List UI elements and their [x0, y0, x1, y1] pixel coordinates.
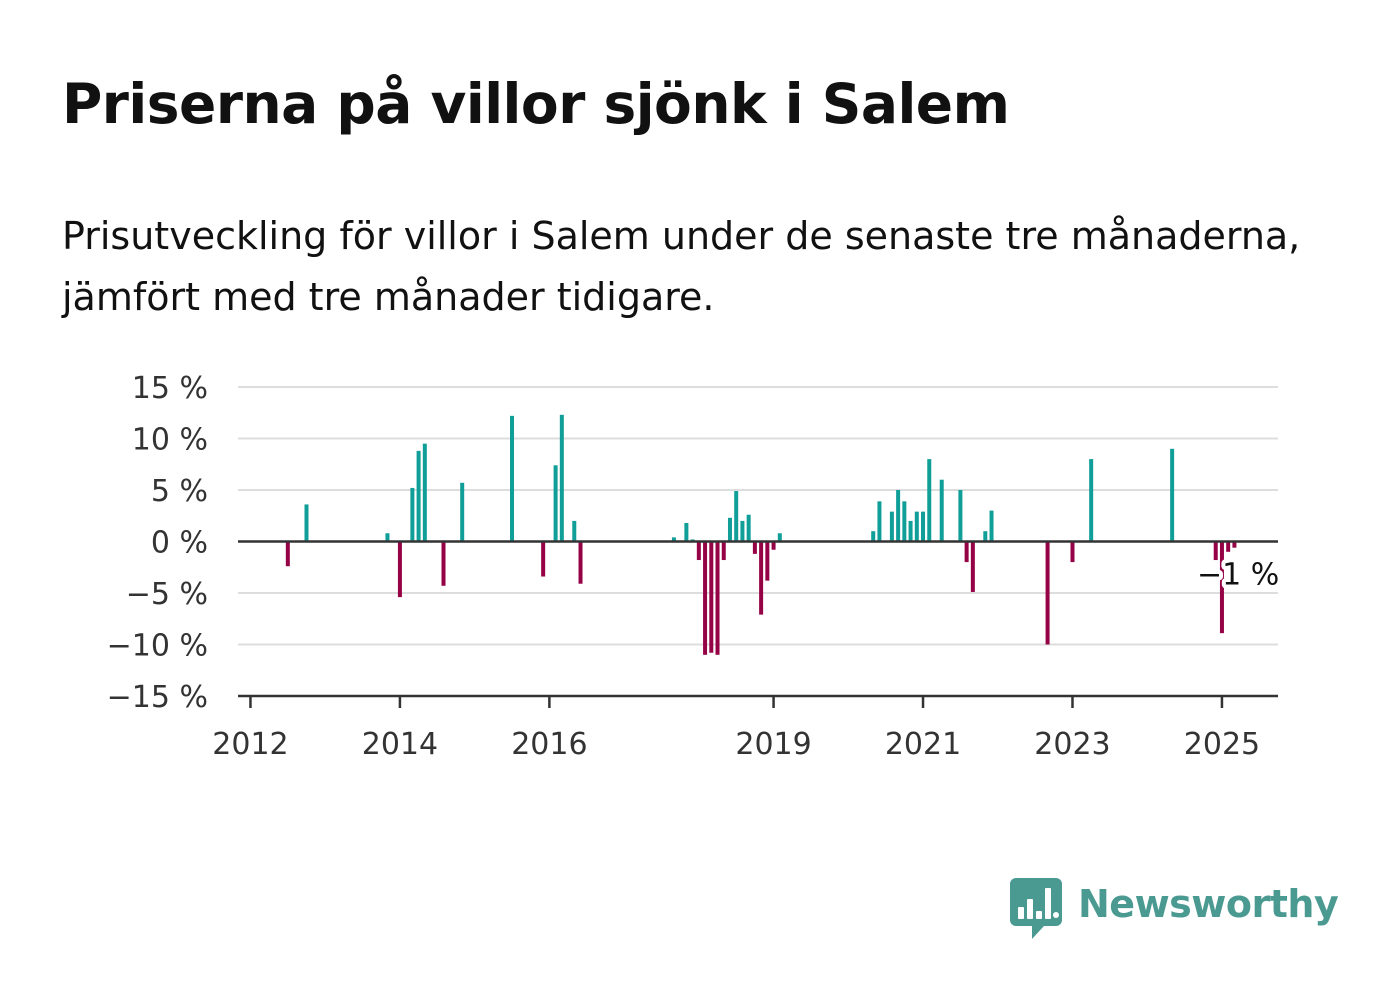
bar [416, 450, 421, 542]
bar [410, 487, 415, 542]
last-value-label-halo: −1 % [1197, 557, 1279, 592]
y-tick-label: 15 % [132, 371, 208, 406]
bar [877, 501, 882, 542]
bar [746, 514, 751, 542]
bar [1213, 541, 1218, 561]
bar [983, 531, 988, 542]
x-tick-label: 2021 [885, 727, 961, 762]
bar [1219, 541, 1224, 634]
y-tick-label: −15 % [107, 680, 208, 715]
bar [1170, 448, 1175, 542]
bar [939, 479, 944, 542]
newsworthy-logo: Newsworthy [1010, 878, 1339, 942]
bar [385, 533, 390, 542]
bar [559, 414, 564, 542]
bar [422, 443, 427, 542]
bar [964, 541, 969, 563]
bar [989, 510, 994, 542]
bar [914, 511, 919, 542]
bar [771, 541, 776, 550]
bar [541, 541, 546, 577]
bar [759, 541, 764, 615]
bar [703, 541, 708, 655]
y-tick-label: −5 % [126, 577, 208, 612]
bar [921, 511, 926, 542]
y-tick-label: 5 % [151, 474, 208, 509]
x-tick-label: 2012 [212, 727, 288, 762]
bar [1045, 541, 1050, 645]
bar [572, 520, 577, 542]
bar [896, 490, 901, 542]
bar [740, 520, 745, 542]
chart-title: Priserna på villor sjönk i Salem [62, 72, 1010, 136]
bar [553, 465, 558, 542]
bar [777, 533, 782, 542]
bar [927, 459, 932, 542]
x-tick-label: 2025 [1184, 727, 1260, 762]
bar [721, 541, 726, 561]
bar [871, 531, 876, 542]
y-tick-label: 0 % [151, 526, 208, 561]
bar [684, 522, 689, 542]
bar [397, 541, 402, 598]
bar [889, 511, 894, 542]
x-tick-label: 2014 [362, 727, 438, 762]
x-tick-label: 2016 [511, 727, 587, 762]
bar [285, 541, 290, 567]
bar [970, 541, 975, 592]
bar [1226, 541, 1231, 552]
bar [709, 541, 714, 653]
bar [1232, 541, 1237, 548]
bar [908, 520, 913, 542]
bar [1070, 541, 1075, 563]
bar [510, 415, 515, 542]
bar [578, 541, 583, 584]
bar [727, 517, 732, 542]
bar [460, 482, 465, 542]
bar [734, 491, 739, 542]
bar-chart-speech-bubble-icon [1010, 878, 1062, 939]
x-tick-label: 2019 [735, 727, 811, 762]
bar [958, 490, 963, 542]
bar [671, 537, 676, 542]
bar [441, 541, 446, 586]
y-tick-label: 10 % [132, 423, 208, 458]
bar [304, 504, 309, 542]
bar [752, 541, 757, 554]
bar [1089, 459, 1094, 542]
y-tick-label: −10 % [107, 629, 208, 664]
bar [696, 541, 701, 561]
chart-subtitle: Prisutveckling för villor i Salem under … [62, 214, 1301, 319]
brand-name: Newsworthy [1078, 882, 1339, 926]
bar [902, 501, 907, 542]
last-value-label: −1 % [1197, 557, 1279, 592]
bar [765, 541, 770, 581]
bar [715, 541, 720, 655]
x-tick-label: 2023 [1034, 727, 1110, 762]
